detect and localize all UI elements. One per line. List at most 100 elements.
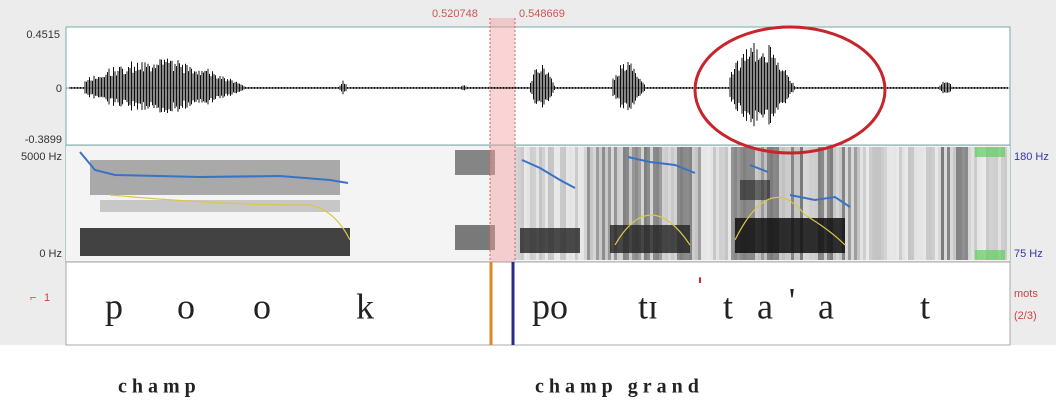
spectral-energy: [926, 147, 929, 260]
spectral-energy: [641, 147, 644, 260]
spectral-energy: [734, 147, 737, 260]
spectral-energy: [701, 147, 704, 260]
spectral-energy: [815, 147, 818, 260]
spectral-energy: [908, 147, 911, 260]
spectral-energy: [941, 147, 944, 260]
spectral-energy: [683, 147, 686, 260]
spectral-energy: [872, 147, 875, 260]
spectral-energy: [932, 147, 935, 260]
spectral-energy: [764, 147, 767, 260]
spectral-energy: [599, 147, 602, 260]
spectral-energy: [455, 225, 495, 250]
spectral-energy: [833, 147, 836, 260]
spectral-energy: [551, 147, 554, 260]
spectral-energy: [995, 147, 998, 260]
spectral-energy: [578, 147, 581, 260]
spectral-energy: [722, 147, 725, 260]
spectral-energy: [896, 147, 899, 260]
spectral-energy: [749, 147, 752, 260]
spectral-energy: [455, 150, 495, 175]
spectrogram-texture: [66, 146, 1010, 261]
spectral-energy: [914, 147, 917, 260]
spectral-energy: [782, 147, 785, 260]
spectral-energy: [515, 147, 518, 260]
spectral-energy: [530, 147, 533, 260]
spectral-energy: [647, 147, 650, 260]
spectral-energy: [626, 147, 629, 260]
spectral-energy: [767, 147, 770, 260]
spectral-energy: [785, 147, 788, 260]
pitch-max-label: 180 Hz: [1014, 151, 1049, 163]
spectral-energy: [770, 147, 773, 260]
spectral-energy: [614, 147, 617, 260]
spectral-energy: [617, 147, 620, 260]
spectral-energy: [935, 147, 938, 260]
spectral-energy: [725, 147, 728, 260]
spectral-energy: [905, 147, 908, 260]
highlight-ellipse: [693, 25, 887, 155]
tier-mark: ⌐: [30, 292, 36, 304]
pitch-marker: [975, 147, 1005, 157]
spectral-energy: [656, 147, 659, 260]
spectral-energy: [860, 147, 863, 260]
spectral-energy: [956, 147, 959, 260]
spectral-energy: [731, 147, 734, 260]
spectral-energy: [719, 147, 722, 260]
spectral-energy: [548, 147, 551, 260]
caption: champ: [118, 376, 201, 398]
spectral-energy: [593, 147, 596, 260]
spectral-energy: [803, 147, 806, 260]
spectral-energy: [100, 200, 340, 212]
segment: a: [757, 286, 773, 326]
spectral-energy: [809, 147, 812, 260]
spectral-energy: [596, 147, 599, 260]
spectral-energy: [674, 147, 677, 260]
freq-max-label: 5000 Hz: [21, 151, 62, 163]
spectral-energy: [539, 147, 542, 260]
spectral-energy: [830, 147, 833, 260]
spectral-energy: [710, 147, 713, 260]
spectral-energy: [881, 147, 884, 260]
spectral-energy: [659, 147, 662, 260]
spectral-energy: [662, 147, 665, 260]
spectral-energy: [536, 147, 539, 260]
spectral-energy: [737, 147, 740, 260]
spectral-energy: [521, 147, 524, 260]
spectral-energy: [677, 147, 680, 260]
spectral-energy: [851, 147, 854, 260]
spectral-energy: [827, 147, 830, 260]
spectral-energy: [947, 147, 950, 260]
spectral-energy: [836, 147, 839, 260]
spectral-energy: [878, 147, 881, 260]
spectral-energy: [610, 225, 690, 253]
spectral-energy: [983, 147, 986, 260]
spectral-energy: [689, 147, 692, 260]
spectral-energy: [875, 147, 878, 260]
spectral-energy: [1007, 147, 1010, 260]
spectral-energy: [797, 147, 800, 260]
spectral-energy: [740, 180, 770, 200]
segment: po: [532, 286, 568, 326]
spectral-energy: [788, 147, 791, 260]
spectral-energy: [755, 147, 758, 260]
spectral-energy: [695, 147, 698, 260]
spectral-energy: [773, 147, 776, 260]
spectral-energy: [524, 147, 527, 260]
spectral-energy: [986, 147, 989, 260]
spectral-energy: [938, 147, 941, 260]
spectral-energy: [740, 147, 743, 260]
spectral-energy: [968, 147, 971, 260]
spectral-energy: [887, 147, 890, 260]
spectral-energy: [644, 147, 647, 260]
spectral-energy: [758, 147, 761, 260]
spectral-energy: [959, 147, 962, 260]
spectral-energy: [890, 147, 893, 260]
spectral-energy: [794, 147, 797, 260]
spectral-energy: [560, 147, 563, 260]
spectral-energy: [680, 147, 683, 260]
spectral-energy: [527, 147, 530, 260]
spectral-energy: [566, 147, 569, 260]
pitch-min-label: 75 Hz: [1014, 248, 1043, 260]
spectral-energy: [728, 147, 731, 260]
spectral-energy: [545, 147, 548, 260]
